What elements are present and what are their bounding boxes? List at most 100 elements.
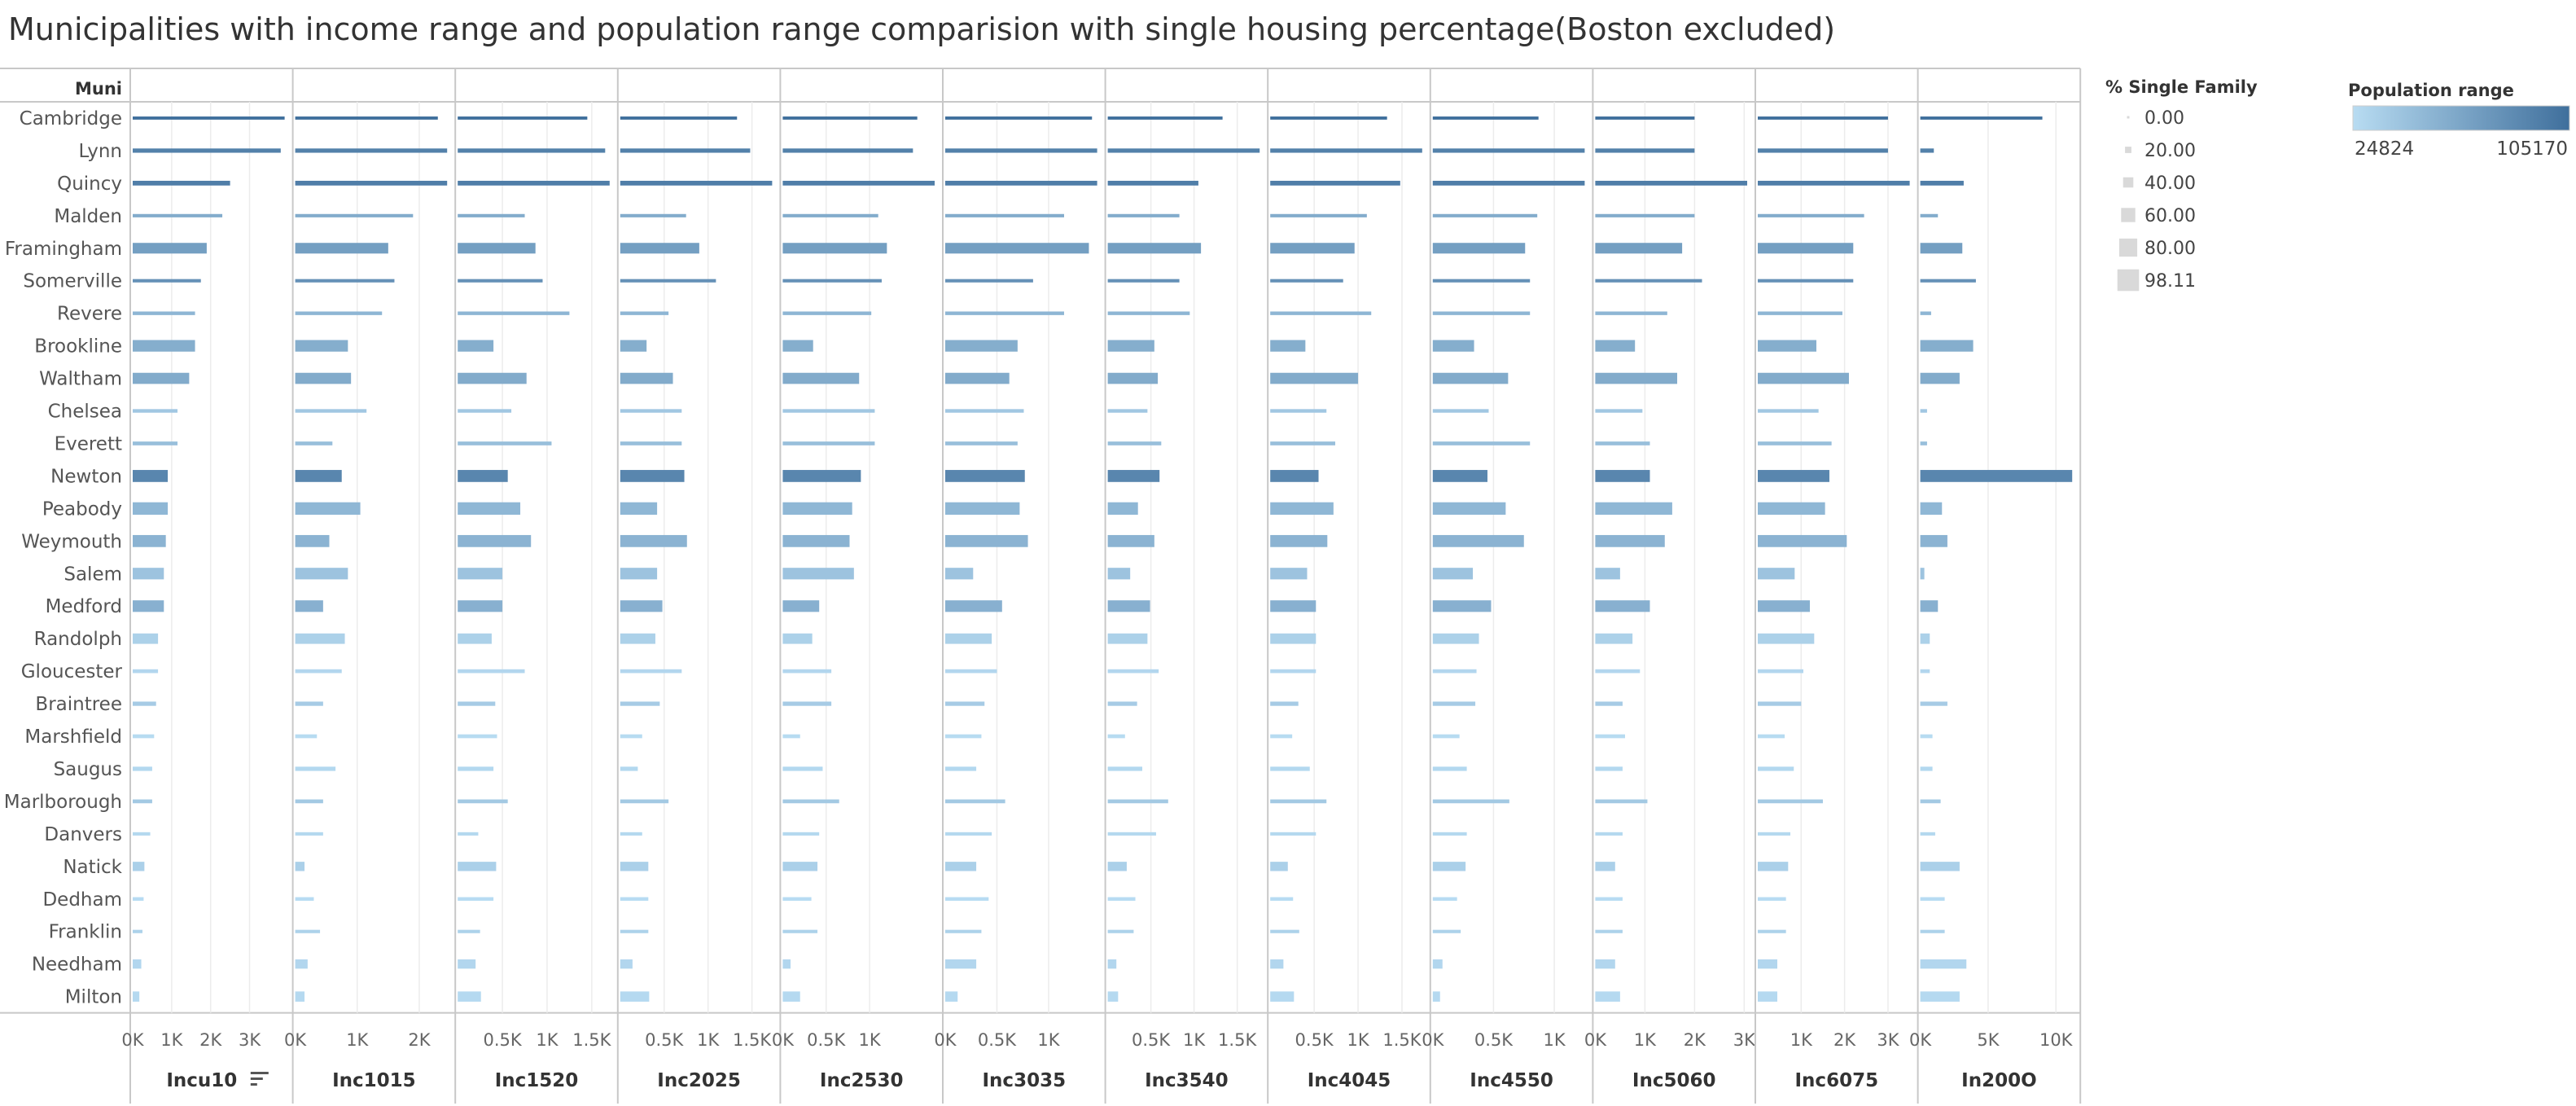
- bar-inc4550-malden: [1432, 213, 1538, 217]
- size-legend-swatch: [2123, 177, 2134, 188]
- bar-inc3540-randolph: [1107, 633, 1148, 644]
- bar-inc5060-everett: [1595, 441, 1650, 445]
- bar-inc3035-framingham: [945, 243, 1089, 254]
- bar-inc5060-needham: [1595, 959, 1615, 969]
- bar-inc3540-dedham: [1107, 897, 1136, 901]
- row-label-marlborough: Marlborough: [4, 792, 122, 813]
- bar-inc4550-peabody: [1432, 502, 1506, 516]
- bar-inc2025-revere: [620, 311, 669, 315]
- tick-label: 0.5K: [645, 1030, 684, 1050]
- bar-inc4550-gloucester: [1432, 669, 1477, 674]
- bar-incu10-natick: [133, 862, 145, 871]
- panel-inc2025: 0.5K 1K 1.5K Inc2025: [616, 68, 772, 1104]
- bar-inc5060-natick: [1595, 862, 1615, 871]
- size-legend-label: 98.11: [2144, 271, 2196, 292]
- row-label-marshfield: Marshfield: [24, 726, 122, 748]
- bar-incu10-gloucester: [133, 669, 159, 674]
- bar-inc1015-framingham: [295, 243, 388, 254]
- bar-inc3035-lynn: [945, 148, 1097, 153]
- bar-inc2025-medford: [620, 600, 663, 612]
- panel-inc4045: 0.5K 1K 1.5K Inc4045: [1267, 68, 1422, 1104]
- panel-label-incu10: Incu10: [166, 1070, 237, 1091]
- bar-inc6075-braintree: [1758, 701, 1802, 706]
- bar-inc6075-dedham: [1758, 897, 1786, 901]
- row-label-milton: Milton: [65, 987, 122, 1008]
- bar-inc5060-brookline: [1595, 340, 1636, 352]
- row-label-braintree: Braintree: [35, 694, 122, 715]
- bar-inc1520-randolph: [458, 633, 492, 644]
- bar-inc3035-everett: [945, 441, 1018, 445]
- bar-incu10-malden: [133, 213, 223, 217]
- tick-label: 0.5K: [1474, 1030, 1514, 1050]
- bar-inc6075-quincy: [1758, 180, 1910, 186]
- bar-incu10-marlborough: [133, 799, 152, 804]
- bar-inc1520-chelsea: [458, 409, 512, 413]
- bar-inc3035-waltham: [945, 372, 1010, 384]
- color-legend-max: 105170: [2496, 138, 2568, 160]
- bar-in200o-marlborough: [1920, 799, 1941, 804]
- bar-in200o-gloucester: [1920, 669, 1930, 674]
- bar-inc1015-peabody: [295, 502, 361, 516]
- row-label-framingham: Framingham: [5, 239, 122, 260]
- bar-in200o-saugus: [1920, 766, 1933, 771]
- bar-inc4550-franklin: [1432, 929, 1461, 933]
- bar-inc5060-danvers: [1595, 832, 1623, 836]
- bar-inc6075-milton: [1758, 991, 1777, 1002]
- row-label-waltham: Waltham: [39, 369, 122, 390]
- tick-label: 2K: [1833, 1030, 1856, 1050]
- bar-inc2530-franklin: [782, 929, 818, 933]
- bar-inc4550-somerville: [1432, 279, 1531, 283]
- bar-inc1520-framingham: [458, 243, 536, 254]
- bar-inc5060-milton: [1595, 991, 1620, 1002]
- bar-inc4550-revere: [1432, 311, 1531, 315]
- bar-incu10-everett: [133, 441, 178, 445]
- bar-inc2025-franklin: [620, 929, 649, 933]
- bar-inc1015-milton: [295, 991, 305, 1002]
- color-legend-min: 24824: [2355, 138, 2414, 160]
- bar-inc2530-revere: [782, 311, 872, 315]
- tick-label: 0K: [1422, 1030, 1444, 1050]
- bar-inc3035-somerville: [945, 279, 1033, 283]
- bar-inc3540-marlborough: [1107, 799, 1168, 804]
- bar-inc5060-quincy: [1595, 180, 1747, 186]
- bar-incu10-newton: [133, 470, 169, 482]
- bar-inc4045-marshfield: [1270, 734, 1293, 739]
- bar-inc3035-medford: [945, 600, 1002, 612]
- size-legend-label: 60.00: [2144, 206, 2196, 226]
- bar-in200o-brookline: [1920, 340, 1974, 352]
- bar-inc4045-randolph: [1270, 633, 1316, 644]
- bar-inc3540-weymouth: [1107, 534, 1154, 547]
- bar-inc1520-medford: [458, 600, 503, 612]
- row-label-cambridge: Cambridge: [20, 108, 122, 129]
- bar-inc5060-somerville: [1595, 279, 1702, 283]
- bar-inc6075-newton: [1758, 470, 1829, 482]
- bar-inc1015-randolph: [295, 633, 345, 644]
- bar-inc5060-marlborough: [1595, 799, 1648, 804]
- bar-inc4045-newton: [1270, 470, 1319, 482]
- bar-inc3540-medford: [1107, 600, 1150, 612]
- tick-label: 2K: [1684, 1030, 1706, 1050]
- tick-label: 1K: [697, 1030, 720, 1050]
- bar-inc1015-saugus: [295, 766, 336, 771]
- sort-icon-bar: [250, 1083, 257, 1086]
- bar-inc4045-weymouth: [1270, 534, 1328, 547]
- bar-inc3540-saugus: [1107, 766, 1143, 771]
- bar-inc2025-danvers: [620, 832, 642, 836]
- row-header: Muni: [75, 79, 122, 99]
- bar-inc2530-dedham: [782, 897, 812, 901]
- row-label-weymouth: Weymouth: [21, 531, 122, 552]
- bar-inc4045-salem: [1270, 568, 1308, 580]
- tick-label: 0K: [1909, 1030, 1932, 1050]
- bar-inc1015-quincy: [295, 180, 448, 186]
- bar-inc5060-waltham: [1595, 372, 1678, 384]
- size-legend-swatch: [2118, 238, 2138, 257]
- bar-inc4550-marshfield: [1432, 734, 1460, 739]
- bar-inc1015-marshfield: [295, 734, 318, 739]
- bar-inc2530-needham: [782, 959, 791, 969]
- panel-label-inc2530: Inc2530: [820, 1070, 904, 1091]
- bar-in200o-chelsea: [1920, 409, 1927, 413]
- bar-inc1015-braintree: [295, 701, 323, 706]
- bar-inc5060-peabody: [1595, 502, 1672, 516]
- bar-inc6075-gloucester: [1758, 669, 1803, 674]
